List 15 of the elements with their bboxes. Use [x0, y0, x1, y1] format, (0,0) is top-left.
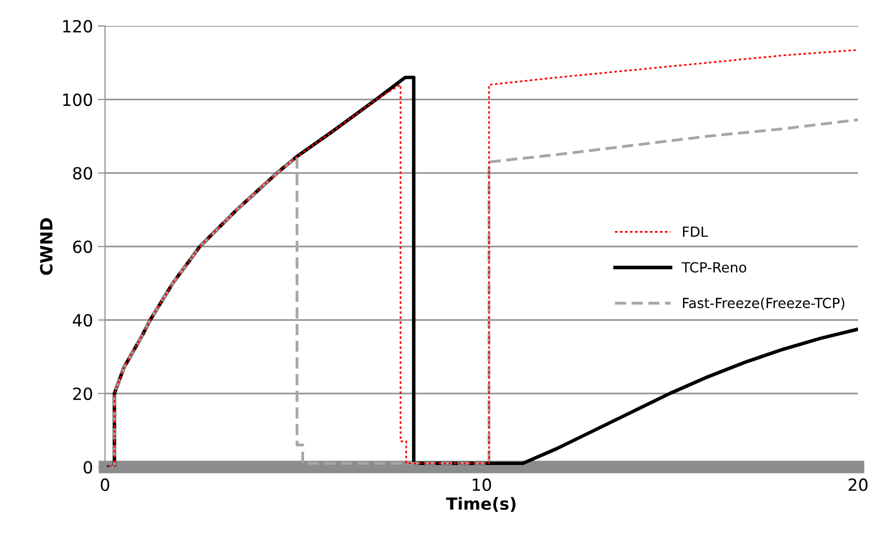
- y-tick-label: 100: [63, 93, 92, 106]
- y-axis-title: CWND: [40, 218, 53, 275]
- y-tick-label: 60: [73, 240, 92, 254]
- x-axis-title: Time(s): [446, 497, 516, 512]
- legend-label: FDL: [683, 226, 708, 237]
- y-tick-label: 80: [73, 166, 92, 180]
- legend-label: TCP-Reno: [682, 262, 746, 273]
- x-tick-label: 0: [100, 478, 110, 492]
- y-tick-label: 40: [72, 314, 92, 327]
- y-tick-label: 20: [73, 387, 92, 400]
- x-tick-label: 20: [848, 478, 868, 492]
- legend-label: Fast-Freeze(Freeze-TCP): [683, 298, 844, 310]
- x-tick-label: 10: [472, 478, 491, 492]
- y-tick-label: 120: [63, 20, 92, 33]
- y-tick-label: 0: [84, 460, 92, 474]
